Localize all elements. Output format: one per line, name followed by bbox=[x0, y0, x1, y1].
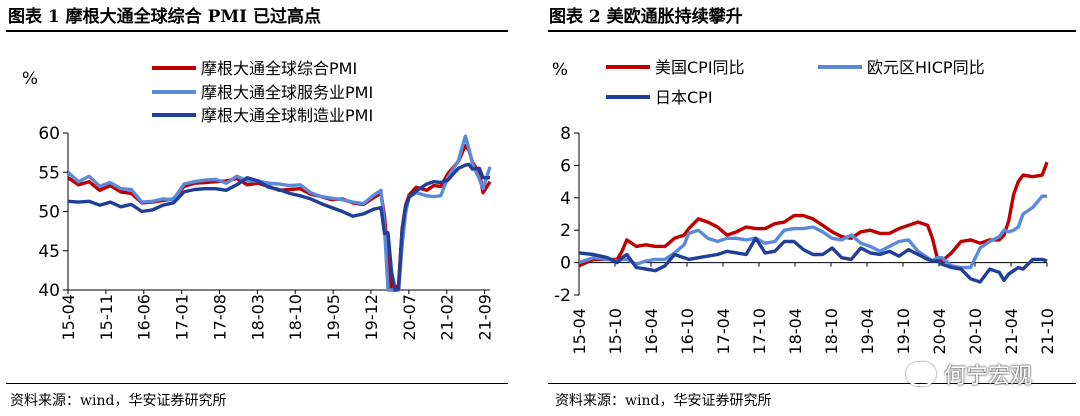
x-tick-label: 20-04 bbox=[930, 308, 949, 355]
x-tick-label: 16-04 bbox=[642, 308, 661, 355]
x-tick-label: 16-06 bbox=[135, 294, 154, 341]
watermark-text: 何宁宏观 bbox=[944, 364, 1033, 389]
y-tick-label: 4 bbox=[560, 189, 571, 209]
legend-label: 欧元区HICP同比 bbox=[867, 58, 985, 77]
x-tick-label: 19-10 bbox=[894, 308, 913, 355]
x-tick-label: 16-10 bbox=[678, 308, 697, 355]
x-tick-label: 17-04 bbox=[714, 308, 733, 355]
series-line-1 bbox=[579, 161, 1049, 268]
x-tick-label: 18-03 bbox=[248, 294, 267, 341]
series-line-3 bbox=[68, 162, 490, 292]
x-tick-label: 18-10 bbox=[822, 308, 841, 355]
x-tick-label: 21-09 bbox=[476, 294, 495, 341]
x-tick-label: 19-05 bbox=[324, 294, 343, 341]
x-tick-label: 20-07 bbox=[400, 294, 419, 341]
y-tick-label: 6 bbox=[560, 156, 571, 176]
series-line-1 bbox=[68, 143, 492, 292]
y-tick-label: 40 bbox=[38, 281, 60, 301]
y-tick-label: 55 bbox=[38, 163, 60, 183]
x-tick-label: 21-04 bbox=[1002, 308, 1021, 355]
right-caption-rule bbox=[548, 30, 1076, 32]
right-figure-caption: 图表 2 美欧通胀持续攀升 bbox=[549, 7, 743, 27]
y-tick-label: 2 bbox=[560, 221, 571, 241]
left-source-rule bbox=[6, 383, 508, 384]
y-tick-label: 60 bbox=[38, 124, 60, 144]
legend-label: 摩根大通全球综合PMI bbox=[201, 59, 357, 78]
x-tick-label: 15-04 bbox=[570, 308, 589, 355]
y-tick-label: 45 bbox=[38, 242, 60, 262]
x-tick-label: 20-10 bbox=[966, 308, 985, 355]
y-tick-label: 0 bbox=[560, 254, 571, 274]
right-source-rule bbox=[548, 383, 1076, 384]
series-line-2 bbox=[68, 134, 492, 292]
x-tick-label: 19-12 bbox=[362, 294, 381, 341]
x-tick-label: 15-11 bbox=[97, 294, 116, 341]
legend-label: 美国CPI同比 bbox=[655, 58, 745, 77]
x-tick-label: 17-10 bbox=[750, 308, 769, 355]
x-tick-label: 19-04 bbox=[858, 308, 877, 355]
x-tick-label: 18-04 bbox=[786, 308, 805, 355]
x-tick-label: 15-10 bbox=[606, 308, 625, 355]
y-tick-label: 50 bbox=[38, 203, 60, 223]
left-caption-rule bbox=[6, 30, 508, 32]
x-tick-label: 17-01 bbox=[173, 294, 192, 341]
x-tick-label: 18-10 bbox=[286, 294, 305, 341]
x-tick-label: 17-08 bbox=[210, 294, 229, 341]
y-axis-label: % bbox=[22, 69, 38, 89]
pmi-line-chart: % 40 45 50 55 60 15-04 15-11 16-06 17-01 17-08 18-0… bbox=[22, 59, 495, 341]
wechat-icon bbox=[906, 362, 936, 386]
legend-label: 摩根大通全球服务业PMI bbox=[201, 83, 373, 102]
x-tick-label: 15-04 bbox=[59, 294, 78, 341]
right-source-note: 资料来源：wind，华安证券研究所 bbox=[555, 393, 772, 409]
legend-label: 日本CPI bbox=[655, 88, 713, 107]
left-figure-caption: 图表 1 摩根大通全球综合 PMI 已过高点 bbox=[8, 7, 322, 27]
x-tick-label: 21-10 bbox=[1038, 308, 1057, 355]
inflation-line-chart: % -2 0 2 4 6 8 15-04 15-10 16-04 16-10 17-04 17-10 18… bbox=[552, 58, 1057, 355]
y-axis-label: % bbox=[552, 60, 568, 80]
series-line-3 bbox=[579, 236, 1048, 284]
legend-label: 摩根大通全球制造业PMI bbox=[201, 106, 373, 125]
y-tick-label: 8 bbox=[560, 124, 571, 144]
series-line-2 bbox=[579, 194, 1047, 270]
y-tick-label: -2 bbox=[554, 286, 571, 306]
left-source-note: 资料来源：wind，华安证券研究所 bbox=[10, 393, 227, 409]
x-tick-label: 21-02 bbox=[438, 294, 457, 341]
